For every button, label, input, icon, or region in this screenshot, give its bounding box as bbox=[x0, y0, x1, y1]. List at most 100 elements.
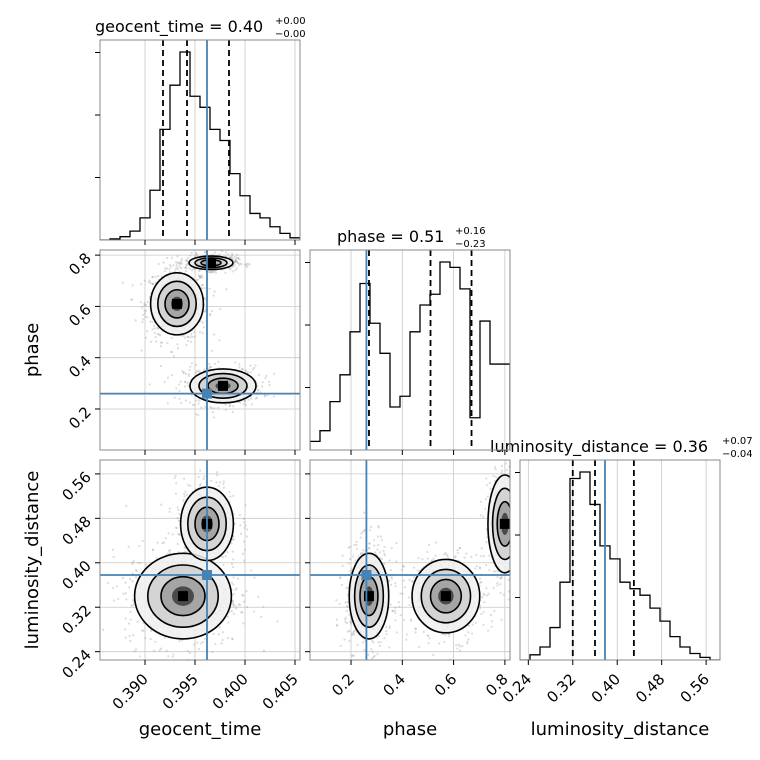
sample-point bbox=[237, 256, 240, 260]
truth-marker bbox=[361, 570, 372, 580]
sample-point bbox=[122, 592, 125, 595]
sample-point bbox=[513, 586, 515, 588]
sample-point bbox=[380, 557, 384, 561]
sample-point bbox=[372, 641, 375, 644]
sample-point bbox=[512, 515, 514, 517]
sample-point bbox=[414, 628, 418, 631]
x-tick-label-luminosity_distance: 0.40 bbox=[588, 670, 624, 706]
sample-point bbox=[111, 587, 114, 590]
sample-point bbox=[434, 554, 437, 557]
sample-point bbox=[242, 403, 246, 406]
sample-point bbox=[515, 499, 517, 501]
sample-point bbox=[242, 540, 246, 543]
sample-point bbox=[131, 561, 134, 564]
sample-point bbox=[485, 587, 488, 590]
sample-point bbox=[514, 515, 516, 517]
hist-bars bbox=[310, 250, 510, 450]
sample-point bbox=[214, 271, 217, 274]
sample-point bbox=[505, 469, 508, 472]
ylabel-phase: phase bbox=[22, 323, 43, 377]
density-peak bbox=[178, 591, 188, 602]
density-peak bbox=[172, 298, 182, 309]
ylabel-luminosity-distance: luminosity_distance bbox=[22, 471, 43, 650]
sample-point bbox=[348, 570, 351, 573]
sample-point bbox=[524, 523, 526, 525]
sample-point bbox=[234, 361, 237, 364]
sample-point bbox=[209, 314, 212, 317]
sample-point bbox=[238, 258, 241, 261]
sample-point bbox=[263, 395, 266, 398]
sample-point bbox=[208, 362, 211, 366]
sample-point bbox=[480, 547, 483, 550]
hist-bars bbox=[520, 460, 720, 660]
sample-point bbox=[516, 494, 518, 496]
sample-point bbox=[517, 560, 519, 562]
sample-point bbox=[510, 538, 512, 540]
sample-point bbox=[198, 370, 202, 374]
sample-point bbox=[221, 638, 224, 642]
sample-point bbox=[239, 262, 242, 265]
sample-point bbox=[207, 270, 210, 274]
sample-point bbox=[139, 301, 142, 304]
sample-point bbox=[230, 256, 233, 259]
sample-point bbox=[163, 380, 166, 384]
sample-point bbox=[372, 655, 376, 659]
sample-point bbox=[241, 593, 244, 597]
sample-point bbox=[361, 549, 365, 552]
sample-point bbox=[224, 555, 227, 558]
sample-point bbox=[496, 584, 499, 587]
sample-point bbox=[183, 380, 187, 384]
sample-point bbox=[479, 514, 482, 517]
sample-point bbox=[456, 549, 459, 552]
sample-point bbox=[144, 304, 148, 307]
sample-point bbox=[474, 567, 477, 570]
sample-point bbox=[175, 482, 178, 485]
sample-point bbox=[348, 545, 352, 548]
truth-marker bbox=[202, 570, 212, 580]
sample-point bbox=[169, 243, 171, 245]
sample-point bbox=[510, 499, 512, 501]
sample-point bbox=[190, 362, 194, 365]
sample-point bbox=[224, 251, 227, 254]
sample-point bbox=[244, 370, 247, 373]
sample-point bbox=[197, 648, 200, 651]
sample-point bbox=[244, 400, 247, 403]
sample-point bbox=[342, 663, 344, 665]
sample-point bbox=[199, 469, 202, 472]
sample-point bbox=[188, 651, 192, 654]
sample-point bbox=[169, 549, 172, 552]
sample-point bbox=[231, 265, 234, 269]
sample-point bbox=[348, 639, 351, 643]
sample-point bbox=[456, 551, 459, 555]
sample-point bbox=[143, 303, 147, 307]
sample-point bbox=[484, 498, 488, 501]
hist-bin bbox=[200, 107, 210, 240]
sample-point bbox=[132, 560, 135, 563]
sample-point bbox=[151, 283, 154, 286]
sample-point bbox=[143, 309, 146, 312]
hist-step-outline bbox=[520, 471, 720, 660]
sample-point bbox=[515, 502, 517, 504]
sample-point bbox=[171, 350, 174, 354]
sample-point bbox=[510, 542, 512, 544]
sample-point bbox=[197, 402, 200, 405]
sample-point bbox=[183, 546, 186, 549]
density-peak bbox=[440, 591, 451, 602]
sample-point bbox=[524, 531, 526, 533]
sample-point bbox=[163, 270, 166, 273]
sample-point bbox=[190, 269, 194, 272]
title-geocent-time-minus: −0.00 bbox=[275, 29, 306, 40]
sample-point bbox=[177, 508, 180, 511]
sample-point bbox=[153, 324, 156, 327]
scatter-content bbox=[100, 460, 300, 660]
sample-point bbox=[514, 509, 516, 511]
sample-point bbox=[222, 486, 225, 489]
sample-point bbox=[235, 260, 238, 263]
sample-point bbox=[243, 263, 247, 266]
sample-point bbox=[513, 522, 515, 524]
sample-point bbox=[488, 569, 491, 572]
y-tick-label-phase: 0.6 bbox=[65, 301, 95, 331]
sample-point bbox=[191, 335, 194, 339]
sample-point bbox=[236, 261, 239, 264]
sample-point bbox=[165, 649, 168, 652]
